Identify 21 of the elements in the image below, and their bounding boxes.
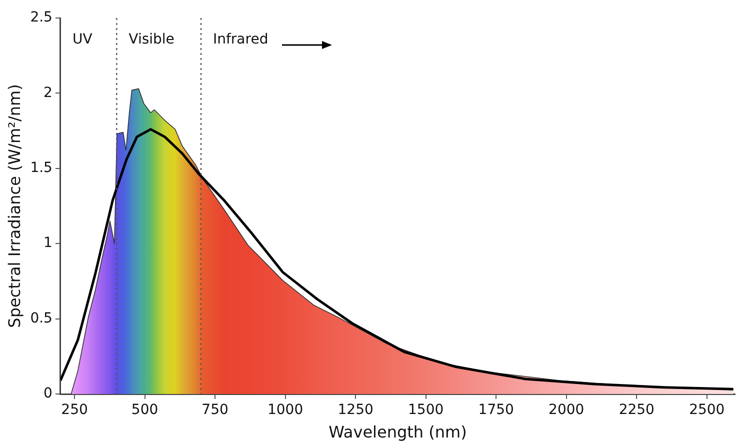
x-axis-title: Wavelength (nm) xyxy=(328,422,467,442)
y-tick-label: 2 xyxy=(44,84,52,101)
x-tick-label: 250 xyxy=(61,402,88,418)
x-tick-label: 1000 xyxy=(267,402,304,418)
x-tick-label: 1500 xyxy=(408,402,444,418)
y-tick-label: 1.5 xyxy=(30,160,52,176)
x-tick-label: 1250 xyxy=(338,402,374,418)
x-tick-label: 2500 xyxy=(689,402,725,418)
x-tick-label: 1750 xyxy=(478,402,514,418)
x-tick-label: 2250 xyxy=(618,402,654,418)
x-tick-label: 750 xyxy=(202,402,228,418)
annotation: Visible xyxy=(128,32,174,48)
y-tick-label: 1 xyxy=(44,235,52,252)
y-tick-label: 2.5 xyxy=(30,10,52,26)
x-tick-label: 2000 xyxy=(548,402,584,418)
annotation: UV xyxy=(72,32,93,48)
y-tick-label: 0.5 xyxy=(30,310,52,326)
y-axis-title: Spectral Irradiance (W/m²/nm) xyxy=(4,84,24,328)
x-tick-label: 500 xyxy=(131,402,158,418)
annotation: Infrared xyxy=(212,32,268,48)
y-tick-label: 0 xyxy=(44,386,52,402)
